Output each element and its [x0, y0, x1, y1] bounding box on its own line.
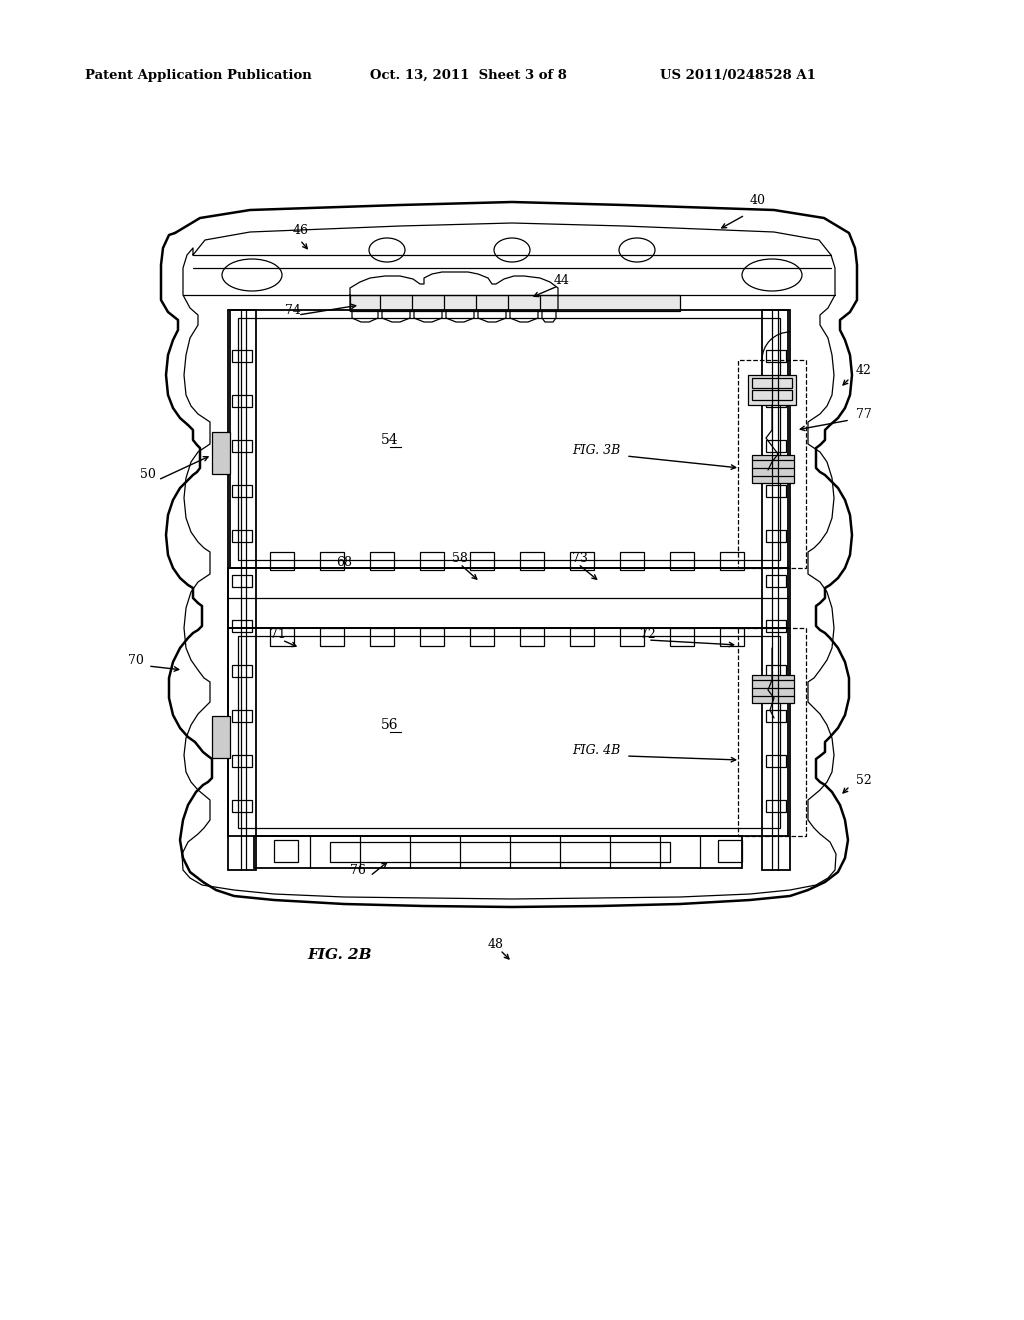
Bar	[752, 389, 792, 400]
Ellipse shape	[618, 238, 655, 261]
Bar	[212, 432, 230, 474]
Ellipse shape	[742, 259, 802, 290]
Ellipse shape	[369, 238, 406, 261]
Ellipse shape	[494, 238, 530, 261]
Bar	[520, 628, 544, 645]
Bar	[570, 552, 594, 570]
Bar	[370, 552, 394, 570]
Bar	[238, 636, 780, 828]
Bar	[520, 552, 544, 570]
Bar	[232, 710, 252, 722]
Bar	[620, 552, 644, 570]
Bar	[274, 840, 298, 862]
Bar	[570, 628, 594, 645]
Text: US 2011/0248528 A1: US 2011/0248528 A1	[660, 69, 816, 82]
Bar	[738, 360, 806, 568]
Bar	[766, 620, 786, 632]
Bar	[718, 840, 742, 862]
Bar	[766, 755, 786, 767]
Text: 70: 70	[128, 653, 144, 667]
Bar	[766, 440, 786, 451]
Text: 56: 56	[381, 718, 398, 733]
Text: 74: 74	[285, 304, 301, 317]
Bar	[228, 310, 256, 870]
Bar	[752, 455, 794, 483]
Bar	[212, 715, 230, 758]
Bar	[370, 628, 394, 645]
Bar	[420, 552, 444, 570]
Text: Oct. 13, 2011  Sheet 3 of 8: Oct. 13, 2011 Sheet 3 of 8	[370, 69, 567, 82]
Text: FIG. 3B: FIG. 3B	[572, 444, 621, 457]
Bar	[232, 531, 252, 543]
Bar	[738, 628, 806, 836]
Text: 71: 71	[270, 628, 286, 642]
Bar	[228, 568, 788, 628]
Bar	[270, 552, 294, 570]
Text: 76: 76	[350, 863, 366, 876]
Bar	[620, 628, 644, 645]
Text: 72: 72	[640, 628, 655, 642]
Bar	[232, 440, 252, 451]
Bar	[232, 484, 252, 498]
Text: 46: 46	[293, 223, 309, 236]
Text: 58: 58	[452, 552, 468, 565]
Bar	[720, 552, 744, 570]
Bar	[752, 378, 792, 388]
Bar	[228, 628, 788, 836]
Bar	[766, 531, 786, 543]
Bar	[238, 318, 780, 560]
Bar	[270, 628, 294, 645]
Bar	[670, 628, 694, 645]
Bar	[766, 710, 786, 722]
Text: 48: 48	[488, 939, 504, 952]
Bar	[720, 628, 744, 645]
Bar	[670, 552, 694, 570]
Bar	[762, 310, 790, 870]
Bar	[254, 836, 742, 869]
Text: 40: 40	[750, 194, 766, 206]
Bar	[232, 755, 252, 767]
Bar	[766, 350, 786, 362]
Ellipse shape	[222, 259, 282, 290]
Text: FIG. 2B: FIG. 2B	[308, 948, 373, 962]
Bar	[232, 576, 252, 587]
Text: 44: 44	[554, 273, 570, 286]
Bar	[470, 552, 494, 570]
Text: 52: 52	[856, 774, 871, 787]
Text: 73: 73	[572, 552, 588, 565]
Text: 68: 68	[336, 556, 352, 569]
Bar	[232, 665, 252, 677]
Bar	[766, 576, 786, 587]
Bar	[766, 395, 786, 407]
Text: 77: 77	[856, 408, 871, 421]
Bar	[330, 842, 670, 862]
Bar	[766, 800, 786, 812]
Bar	[420, 628, 444, 645]
Bar	[766, 484, 786, 498]
Bar	[319, 628, 344, 645]
Text: 42: 42	[856, 363, 871, 376]
Bar	[350, 294, 680, 312]
Bar	[470, 628, 494, 645]
Bar	[232, 800, 252, 812]
Text: 54: 54	[381, 433, 398, 447]
Bar	[232, 350, 252, 362]
Bar	[752, 675, 794, 704]
Bar	[766, 665, 786, 677]
Bar	[230, 310, 788, 568]
Bar	[748, 375, 796, 405]
Text: FIG. 4B: FIG. 4B	[572, 743, 621, 756]
Bar	[232, 395, 252, 407]
Text: 50: 50	[140, 469, 156, 482]
Bar	[232, 620, 252, 632]
Bar	[319, 552, 344, 570]
Text: Patent Application Publication: Patent Application Publication	[85, 69, 311, 82]
